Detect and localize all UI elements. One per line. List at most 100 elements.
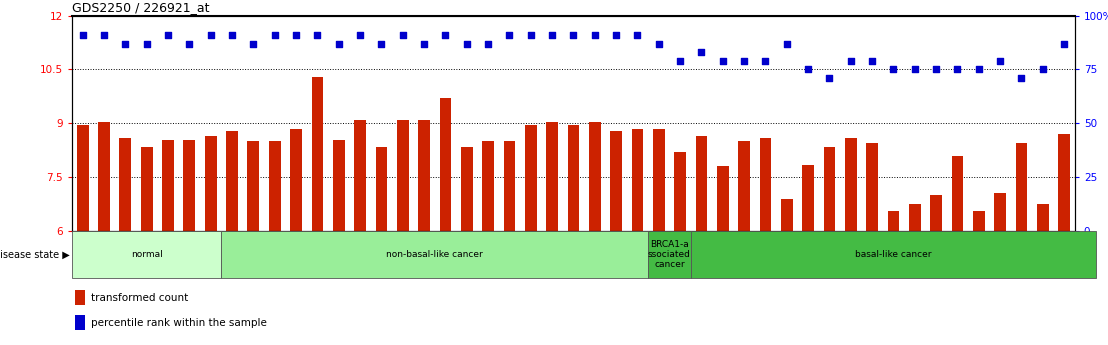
Bar	[674, 152, 686, 345]
Point	[372, 41, 390, 46]
Point	[586, 32, 604, 38]
Bar	[120, 138, 131, 345]
Point	[564, 32, 583, 38]
Bar	[74, 315, 85, 331]
Point	[416, 41, 433, 46]
Point	[116, 41, 134, 46]
Bar	[738, 141, 750, 345]
Point	[650, 41, 668, 46]
Text: percentile rank within the sample: percentile rank within the sample	[91, 318, 267, 328]
Bar	[461, 147, 473, 345]
Text: disease state ▶: disease state ▶	[0, 249, 70, 259]
Point	[74, 32, 92, 38]
Bar	[184, 139, 195, 345]
Point	[522, 32, 540, 38]
Point	[245, 41, 263, 46]
Point	[202, 32, 219, 38]
Bar	[909, 204, 921, 345]
Point	[927, 67, 945, 72]
Text: normal: normal	[131, 250, 163, 259]
Point	[992, 58, 1009, 63]
Point	[330, 41, 348, 46]
Point	[479, 41, 496, 46]
Point	[160, 32, 177, 38]
Bar	[567, 125, 579, 345]
Point	[543, 32, 561, 38]
Bar	[269, 141, 280, 345]
Bar	[205, 136, 216, 345]
Point	[351, 32, 369, 38]
Bar	[696, 136, 707, 345]
Bar	[222, 231, 648, 278]
Bar	[162, 139, 174, 345]
Bar	[973, 211, 985, 345]
Point	[799, 67, 817, 72]
Bar	[781, 199, 792, 345]
Bar	[503, 141, 515, 345]
Point	[821, 75, 839, 81]
Bar	[247, 141, 259, 345]
Bar	[226, 130, 238, 345]
Bar	[546, 121, 558, 345]
Bar	[648, 231, 690, 278]
Bar	[355, 120, 366, 345]
Bar	[74, 290, 85, 305]
Point	[1013, 75, 1030, 81]
Bar	[72, 231, 222, 278]
Bar	[588, 121, 601, 345]
Bar	[802, 165, 814, 345]
Text: transformed count: transformed count	[91, 293, 188, 303]
Point	[1055, 41, 1073, 46]
Bar	[332, 139, 345, 345]
Point	[308, 32, 326, 38]
Point	[736, 58, 753, 63]
Bar	[952, 156, 963, 345]
Point	[884, 67, 902, 72]
Bar	[866, 143, 878, 345]
Bar	[440, 98, 451, 345]
Bar	[611, 130, 622, 345]
Bar	[141, 147, 153, 345]
Point	[628, 32, 646, 38]
Bar	[823, 147, 835, 345]
Point	[223, 32, 240, 38]
Point	[970, 67, 987, 72]
Bar	[760, 138, 771, 345]
Point	[95, 32, 113, 38]
Bar	[845, 138, 856, 345]
Bar	[653, 129, 665, 345]
Bar	[1058, 134, 1070, 345]
Bar	[690, 231, 1096, 278]
Point	[501, 32, 519, 38]
Point	[607, 32, 625, 38]
Point	[863, 58, 881, 63]
Bar	[525, 125, 536, 345]
Bar	[994, 194, 1006, 345]
Bar	[99, 121, 110, 345]
Bar	[717, 166, 729, 345]
Text: GDS2250 / 226921_at: GDS2250 / 226921_at	[72, 1, 209, 14]
Text: BRCA1-a
ssociated
cancer: BRCA1-a ssociated cancer	[648, 239, 690, 269]
Point	[906, 67, 924, 72]
Point	[181, 41, 198, 46]
Point	[266, 32, 284, 38]
Bar	[1016, 143, 1027, 345]
Point	[437, 32, 454, 38]
Text: basal-like cancer: basal-like cancer	[855, 250, 932, 259]
Bar	[931, 195, 942, 345]
Point	[137, 41, 155, 46]
Point	[671, 58, 689, 63]
Point	[287, 32, 305, 38]
Bar	[76, 125, 89, 345]
Bar	[376, 147, 387, 345]
Bar	[632, 129, 644, 345]
Point	[757, 58, 774, 63]
Bar	[290, 129, 301, 345]
Point	[714, 58, 731, 63]
Point	[842, 58, 860, 63]
Bar	[888, 211, 900, 345]
Text: non-basal-like cancer: non-basal-like cancer	[387, 250, 483, 259]
Bar	[311, 77, 324, 345]
Bar	[418, 120, 430, 345]
Point	[778, 41, 796, 46]
